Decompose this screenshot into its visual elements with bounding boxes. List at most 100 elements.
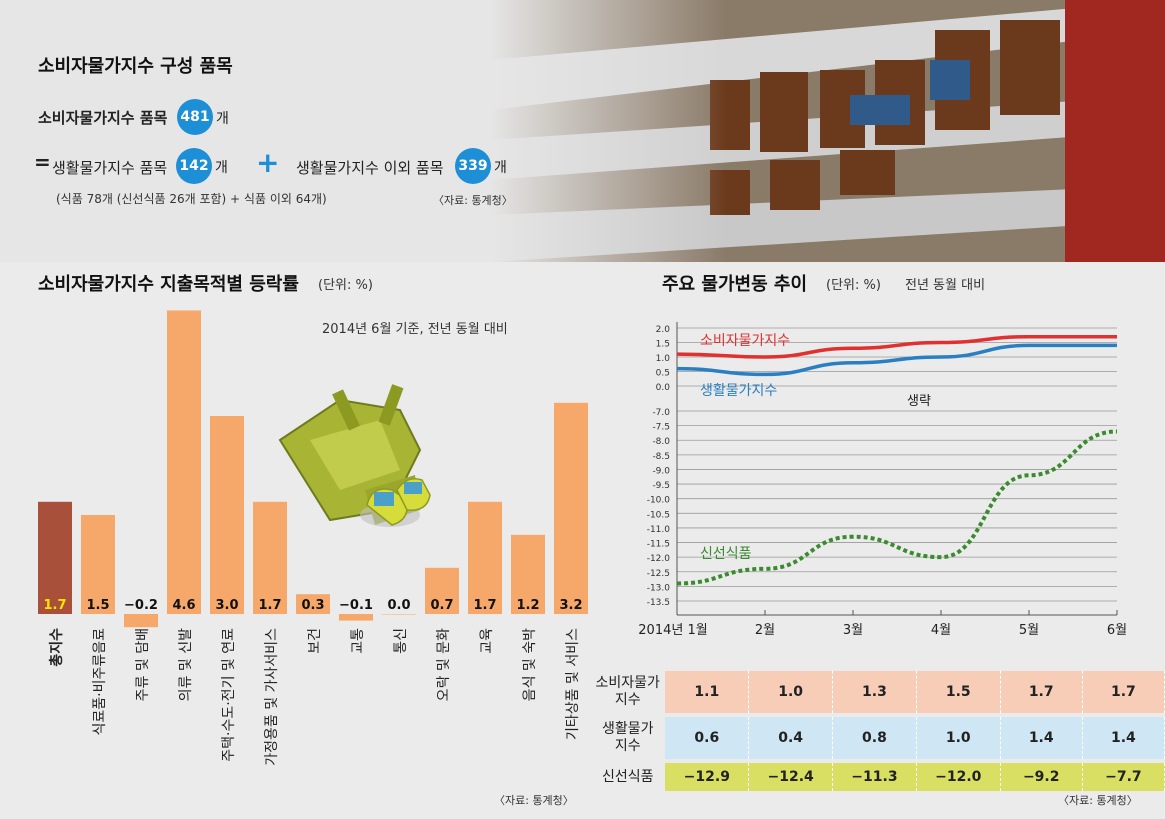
break-label: 생략: [907, 394, 931, 409]
line-chart-unit: (단위: %): [826, 278, 881, 293]
bar-chart-subtitle: 2014년 6월 기준, 전년 동월 대비: [322, 322, 508, 337]
other-items-count-badge: 339: [455, 148, 491, 184]
table-cell: 1.7: [1082, 671, 1165, 713]
series-line-2: [676, 429, 1118, 586]
table-cell: 1.4: [1000, 717, 1083, 759]
y-tick-label: -12.5: [647, 569, 670, 579]
bar-value-label: 1.7: [258, 598, 281, 613]
x-tick-label: 2014년 1월: [638, 623, 707, 638]
table-cell: −12.9: [665, 763, 750, 791]
bar-value-label: 3.0: [215, 598, 238, 613]
y-tick-label: -11.0: [647, 525, 671, 535]
bar-10: [468, 501, 502, 614]
y-tick-label: -11.5: [647, 540, 670, 550]
category-label: 총지수: [49, 628, 65, 667]
category-label: 통신: [393, 628, 409, 654]
category-label: 보건: [307, 628, 323, 654]
table-cell: −11.3: [833, 763, 917, 791]
y-tick-label: -10.5: [647, 510, 670, 520]
table-cell: 1.0: [749, 671, 834, 713]
bar-value-label: 0.0: [387, 598, 410, 613]
series-label: 생활물가지수: [700, 383, 777, 399]
bar-7: [339, 614, 373, 621]
breakdown-note: (식품 78개 (신선식품 26개 포함) + 식품 이외 64개): [56, 192, 327, 206]
y-tick-label: 1.0: [656, 354, 671, 364]
y-tick-label: -7.0: [652, 408, 670, 418]
bar-12: [554, 402, 588, 614]
series-label: 신선식품: [700, 546, 752, 562]
bar-11: [511, 534, 545, 614]
cpi-items-label: 소비자물가지수 품목: [38, 109, 168, 127]
bar-8: [382, 614, 416, 615]
store-shelf-photo: [490, 0, 1165, 262]
table-cell: −7.7: [1082, 763, 1165, 791]
bar-value-label: 1.7: [43, 598, 66, 613]
category-label: 주택·수도·전기 및 연료: [221, 628, 237, 762]
other-items-label: 생활물가지수 이외 품목: [296, 159, 444, 177]
bar-chart-source: 〈자료: 통계청〉: [494, 794, 574, 807]
bar-1: [81, 515, 115, 614]
y-tick-label: -13.5: [647, 598, 670, 608]
equals-sign: =: [34, 150, 51, 174]
bar-4: [210, 416, 244, 614]
bar-value-label: −0.2: [124, 598, 158, 613]
table-cell: 1.5: [916, 671, 1001, 713]
table-row: 신선식품 −12.9 −12.4 −11.3 −12.0 −9.2 −7.7: [590, 763, 1165, 791]
x-tick-label: 4월: [931, 623, 951, 638]
category-label: 가정용품 및 가사서비스: [264, 628, 280, 766]
table-row-label: 생활물가 지수: [601, 721, 654, 754]
y-tick-label: -13.0: [647, 583, 671, 593]
composition-title: 소비자물가지수 구성 품목: [38, 56, 233, 77]
y-tick-label: 2.0: [656, 325, 671, 335]
source-note: 〈자료: 통계청〉: [433, 194, 513, 207]
bar-5: [253, 501, 287, 614]
category-label: 주류 및 담배: [135, 628, 151, 701]
bar-chart: 1.7 총지수 1.5 식료품·비주류음료 −0.2 주류 및 담배 4.6 의류 및 신발 3…: [38, 310, 588, 766]
table-cell: −9.2: [1000, 763, 1083, 791]
series-label: 소비자물가지수: [700, 333, 790, 349]
y-tick-label: -8.5: [652, 452, 670, 462]
bar-3: [167, 310, 201, 614]
bar-2: [124, 614, 158, 628]
category-label: 기타상품 및 서비스: [565, 628, 581, 740]
bar-6: [296, 594, 330, 614]
bar-9: [425, 567, 459, 614]
y-tick-label: 1.5: [656, 340, 670, 350]
table-cell: −12.4: [749, 763, 834, 791]
data-table: 소비자물가 지수 1.1 1.0 1.3 1.5 1.7 1.7 생활물가 지수 0.6 0.4 0.8…: [590, 667, 1165, 795]
living-items-count-badge: 142: [176, 148, 212, 184]
category-label: 오락 및 문화: [436, 628, 452, 701]
table-cell: 1.4: [1082, 717, 1165, 759]
category-label: 교육: [479, 628, 495, 654]
line-chart-title: 주요 물가변동 추이: [662, 274, 808, 295]
table-cell: 1.3: [833, 671, 917, 713]
bar-value-label: 3.2: [559, 598, 582, 613]
unit-ea: 개: [215, 160, 228, 176]
unit-ea: 개: [494, 160, 507, 176]
table-cell: 0.8: [833, 717, 917, 759]
top-banner: [0, 0, 1165, 262]
table-row-label: 소비자물가 지수: [595, 675, 660, 708]
y-tick-label: 0.5: [656, 369, 670, 379]
x-tick-label: 5월: [1019, 623, 1039, 638]
table-row: 소비자물가 지수 1.1 1.0 1.3 1.5 1.7 1.7: [590, 671, 1165, 713]
series-line-0: [676, 334, 1117, 359]
bar-value-label: −0.1: [339, 598, 373, 613]
living-items-label: 생활물가지수 품목: [52, 159, 168, 177]
y-tick-label: -10.0: [647, 496, 671, 506]
category-label: 음식 및 숙박: [522, 628, 538, 701]
cpi-items-count-badge: 481: [177, 99, 213, 135]
bar-value-label: 0.7: [430, 598, 453, 613]
plus-sign: +: [256, 146, 280, 179]
bar-value-label: 4.6: [172, 598, 195, 613]
unit-ea: 개: [216, 111, 229, 127]
table-cell: −12.0: [916, 763, 1001, 791]
bar-0: [38, 501, 72, 614]
table-row: 생활물가 지수 0.6 0.4 0.8 1.0 1.4 1.4: [590, 717, 1165, 759]
y-tick-label: -9.0: [652, 466, 670, 476]
category-label: 의류 및 신발: [178, 628, 194, 701]
x-tick-label: 2월: [755, 623, 775, 638]
bar-value-label: 0.3: [301, 598, 324, 613]
series-line-1: [676, 343, 1117, 377]
